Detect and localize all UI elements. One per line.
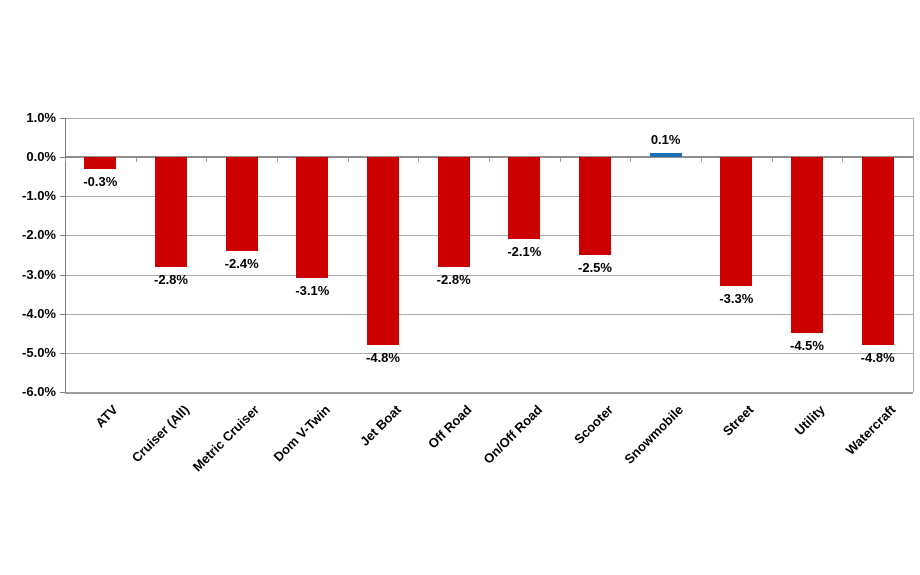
gridline	[65, 235, 913, 237]
y-axis-tick	[60, 313, 65, 315]
bar-value-label: -4.8%	[366, 350, 400, 366]
bar-value-label: -4.5%	[790, 338, 824, 354]
x-axis-label-on-off-road: On/Off Road	[480, 402, 545, 467]
bar-utility	[791, 157, 823, 334]
category-axis-tick	[135, 158, 137, 163]
bar-watercraft	[861, 157, 894, 346]
category-axis-tick	[630, 158, 632, 163]
y-axis-tick	[60, 196, 65, 198]
y-axis-tick	[60, 274, 65, 276]
category-axis-tick	[701, 158, 702, 163]
y-axis-line	[65, 118, 66, 392]
plot-right-border	[913, 118, 914, 392]
y-axis-tick	[60, 352, 65, 354]
gridline	[65, 274, 913, 276]
category-axis-tick	[65, 158, 66, 163]
y-axis-tick-label: -2.0%	[22, 227, 56, 243]
bar-value-label: -2.5%	[578, 260, 612, 275]
bottom-axis-line	[65, 392, 913, 394]
bar-value-label: -4.8%	[860, 350, 895, 366]
bar-snowmobile	[649, 153, 682, 158]
bar-value-label: -2.4%	[224, 256, 259, 272]
x-axis-label-watercraft: Watercraft	[842, 402, 899, 458]
bar-value-label: -2.1%	[507, 244, 542, 260]
category-axis-line	[65, 156, 913, 159]
gridline	[65, 118, 913, 119]
bar-jet-boat	[367, 157, 399, 346]
x-axis-label-snowmobile: Snowmobile	[621, 402, 687, 467]
x-axis-label-jet-boat: Jet Boat	[356, 402, 404, 449]
y-axis-tick-label: 1.0%	[26, 110, 56, 125]
x-axis-label-off-road: Off Road	[424, 402, 475, 452]
category-axis-tick	[277, 158, 278, 163]
bar-off-road	[437, 157, 470, 267]
y-axis-tick	[60, 118, 65, 119]
category-axis-tick	[842, 158, 844, 163]
bar-value-label: -2.8%	[436, 271, 471, 287]
x-axis-label-dom-v-twin: Dom V-Twin	[270, 402, 333, 465]
bar-atv	[84, 157, 117, 169]
bar-on-off-road	[508, 157, 541, 240]
x-axis-label-metric-cruiser: Metric Cruiser	[189, 402, 263, 475]
category-axis-tick	[206, 158, 208, 163]
bar-value-label: 0.1%	[650, 132, 681, 148]
y-axis-tick-label: -4.0%	[22, 305, 56, 321]
bar-scooter	[579, 157, 611, 255]
y-axis-tick	[60, 157, 65, 159]
y-axis-tick-label: 0.0%	[26, 149, 56, 165]
bar-street	[720, 157, 753, 287]
bar-value-label: -3.1%	[295, 283, 330, 299]
gridline	[65, 352, 913, 354]
y-axis-tick-label: -1.0%	[22, 188, 56, 204]
bar-value-label: -3.3%	[719, 291, 754, 307]
category-axis-tick	[913, 158, 914, 163]
category-axis-tick	[418, 158, 420, 163]
x-axis-label-street: Street	[720, 402, 757, 439]
y-axis-tick-label: -6.0%	[22, 384, 56, 399]
bar-cruiser-all	[155, 157, 187, 267]
y-axis-tick	[60, 235, 65, 237]
x-axis-label-utility: Utility	[791, 402, 828, 439]
gridline	[65, 313, 913, 315]
gridline	[65, 196, 913, 198]
x-axis-label-atv: ATV	[92, 402, 121, 431]
bar-value-label: -0.3%	[83, 173, 118, 189]
category-axis-tick	[559, 158, 561, 163]
category-axis-tick	[771, 158, 773, 163]
x-axis-label-scooter: Scooter	[570, 402, 616, 447]
category-axis-tick	[489, 158, 490, 163]
y-axis-tick-label: -5.0%	[22, 344, 56, 360]
y-axis-tick-label: -3.0%	[22, 266, 56, 282]
bar-metric-cruiser	[225, 157, 258, 252]
category-axis-tick	[347, 158, 349, 163]
y-axis-tick	[60, 392, 65, 393]
bar-dom-v-twin	[296, 157, 329, 279]
x-axis-label-cruiser-all: Cruiser (All)	[128, 402, 192, 466]
bar-value-label: -2.8%	[154, 271, 188, 287]
